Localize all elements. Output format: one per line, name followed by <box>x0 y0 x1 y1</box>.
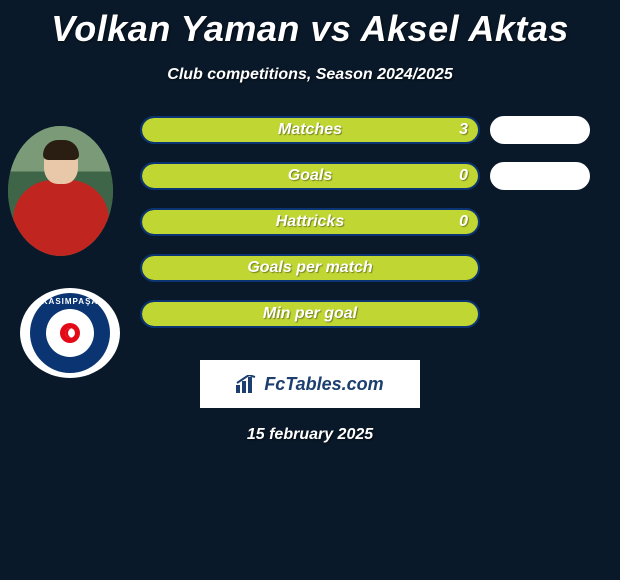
stat-bar-fill <box>142 118 478 142</box>
stat-row: Goals per match <box>0 252 620 284</box>
brand-box[interactable]: FcTables.com <box>200 360 420 408</box>
player-photo <box>8 126 113 256</box>
chart-icon <box>236 375 258 393</box>
stat-bar-fill <box>142 302 478 326</box>
stat-bar-left: Min per goal <box>140 300 480 328</box>
stat-bar-fill <box>142 164 478 188</box>
club-name: KASIMPAŞA <box>30 297 110 306</box>
stat-bar-right <box>490 162 590 190</box>
stat-bar-left: Goals per match <box>140 254 480 282</box>
stat-bar-left: Hattricks0 <box>140 208 480 236</box>
page-title: Volkan Yaman vs Aksel Aktas <box>0 0 620 50</box>
date-text: 15 february 2025 <box>0 426 620 444</box>
stat-bar-left: Goals0 <box>140 162 480 190</box>
subtitle: Club competitions, Season 2024/2025 <box>0 66 620 84</box>
stat-bar-fill <box>142 256 478 280</box>
club-badge: KASIMPAŞA <box>20 288 120 378</box>
stat-bar-right <box>490 116 590 144</box>
stat-bar-left: Matches3 <box>140 116 480 144</box>
stat-bar-fill <box>142 210 478 234</box>
brand-text: FcTables.com <box>264 374 383 395</box>
